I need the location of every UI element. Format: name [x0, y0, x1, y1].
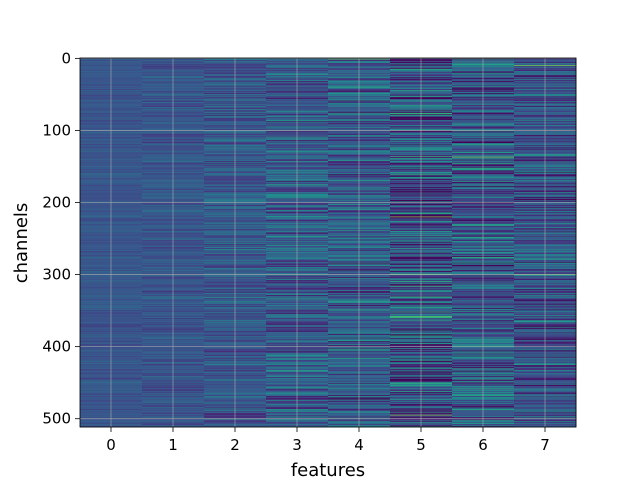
y-axis-ticks: 0 100 200 300 400 500: [42, 49, 80, 428]
x-tick-label: 3: [292, 436, 302, 454]
x-tick-label: 4: [354, 436, 364, 454]
x-tick-label: 1: [168, 436, 178, 454]
grid-lines: [80, 57, 576, 427]
y-tick-label: 200: [42, 194, 71, 212]
x-tick-label: 5: [416, 436, 426, 454]
y-tick-label: 500: [42, 410, 71, 428]
y-tick-label: 400: [42, 338, 71, 356]
y-tick-label: 100: [42, 121, 71, 139]
y-tick-label: 0: [61, 49, 71, 67]
x-axis-ticks: 0 1 2 3 4 5 6 7: [106, 427, 550, 454]
heatmap-cells: [80, 58, 577, 428]
y-axis-label: channels: [11, 203, 32, 284]
x-tick-label: 2: [230, 436, 240, 454]
x-tick-label: 0: [106, 436, 116, 454]
x-tick-label: 7: [540, 436, 550, 454]
plot-frame: [79, 57, 577, 428]
x-tick-label: 6: [478, 436, 488, 454]
y-tick-label: 300: [42, 266, 71, 284]
x-axis-label: features: [291, 460, 365, 480]
